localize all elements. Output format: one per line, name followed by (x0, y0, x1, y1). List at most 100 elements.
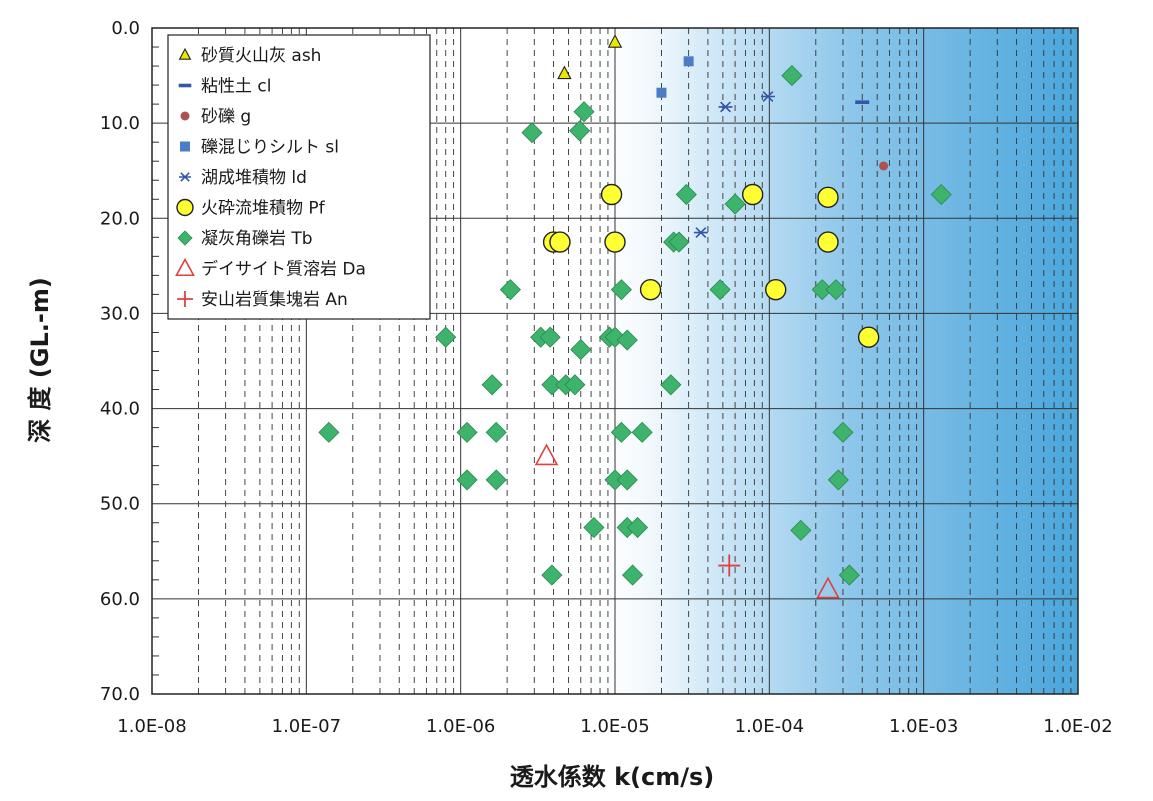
data-point (879, 161, 889, 171)
data-point (541, 564, 563, 586)
plot-border (151, 27, 1079, 695)
data-point (668, 231, 690, 253)
data-points (318, 34, 952, 599)
data-point (626, 516, 649, 539)
y-tick-label: 0.0 (111, 18, 140, 39)
data-point (318, 421, 340, 443)
data-point (838, 564, 860, 586)
data-point (534, 443, 559, 466)
data-point (485, 421, 507, 443)
data-point (456, 421, 478, 443)
y-tick-label: 20.0 (100, 208, 140, 229)
legend-marker (178, 47, 192, 60)
x-tick-label: 1.0E-02 (1043, 716, 1112, 737)
data-point (656, 87, 667, 98)
legend: 砂質火山灰 ash 粘性土 cl 砂礫 g 礫混じりシルト sl 湖成堆積物 ld 火砕流… (167, 34, 431, 320)
data-point (765, 278, 787, 301)
data-point (724, 193, 746, 215)
data-point (631, 421, 653, 443)
legend-marker (178, 83, 192, 88)
y-tick-label: 30.0 (100, 303, 140, 324)
legend-marker (180, 141, 190, 152)
legend-label: 安山岩質集塊岩 An (201, 290, 348, 310)
data-point (564, 374, 586, 396)
data-point (549, 231, 571, 253)
data-point (541, 374, 563, 396)
data-point (569, 120, 591, 142)
y-tick-label: 40.0 (100, 399, 140, 420)
legend-marker (176, 198, 194, 217)
data-point (485, 469, 507, 491)
legend-marker (177, 291, 193, 307)
x-tick-label: 1.0E-05 (580, 716, 649, 737)
y-axis-title: 深 度 (GL.-m) (26, 277, 54, 443)
legend-label: 砂質火山灰 ash (201, 46, 321, 66)
data-point (660, 374, 682, 396)
data-point (817, 186, 839, 209)
data-point (760, 91, 775, 102)
data-point (521, 122, 543, 144)
data-point (693, 227, 708, 239)
legend-label: 凝灰角礫岩 Tb (201, 229, 313, 249)
data-point (610, 279, 632, 301)
legend-label: 火砕流堆積物 Pf (201, 199, 326, 219)
data-point (616, 329, 638, 351)
legend-marker (179, 172, 191, 182)
data-point (675, 183, 697, 206)
data-point (718, 554, 741, 577)
data-point (456, 469, 478, 491)
x-tick-labels: 1.0E-08 1.0E-07 1.0E-06 1.0E-05 1.0E-04 1.0E-… (117, 716, 1112, 737)
legend-label: 礫混じりシルト sl (201, 138, 339, 158)
data-point (557, 65, 572, 80)
legend-label: 湖成堆積物 ld (201, 168, 307, 188)
data-point (827, 469, 849, 491)
legend-label: 砂礫 g (201, 107, 251, 127)
data-point (600, 183, 623, 206)
data-point (790, 519, 812, 541)
data-point (817, 231, 839, 253)
data-point (781, 65, 803, 87)
data-point (435, 326, 457, 348)
legend-label: 粘性土 cl (201, 77, 271, 97)
legend-box (167, 34, 431, 320)
x-tick-label: 1.0E-06 (426, 716, 495, 737)
y-tick-label: 50.0 (100, 494, 140, 515)
data-point (539, 326, 561, 348)
data-point (622, 564, 644, 586)
data-point (825, 279, 847, 301)
legend-marker (180, 111, 190, 121)
y-tick-label: 60.0 (100, 589, 140, 610)
data-point (610, 421, 632, 443)
data-point (741, 183, 764, 206)
data-point (481, 374, 503, 396)
data-point (718, 101, 733, 113)
x-tick-label: 1.0E-03 (889, 716, 958, 737)
legend-marker (175, 257, 195, 277)
data-point (683, 56, 694, 67)
y-tick-labels: 0.0 10.0 20.0 30.0 40.0 50.0 60.0 70.0 (100, 18, 140, 705)
y-tick-label: 10.0 (100, 113, 140, 134)
data-point (857, 326, 880, 348)
data-point (855, 100, 870, 105)
data-point (583, 516, 605, 539)
data-point (639, 278, 662, 301)
y-tick-label: 70.0 (100, 684, 140, 705)
data-point (930, 183, 952, 206)
data-point (604, 231, 626, 253)
x-tick-label: 1.0E-08 (117, 716, 186, 737)
data-point (570, 339, 592, 361)
data-point (616, 469, 638, 491)
data-point (709, 279, 731, 301)
permeability-shading (575, 28, 1078, 694)
data-point (607, 34, 623, 48)
legend-label: デイサイト質溶岩 Da (201, 259, 366, 280)
data-point (573, 101, 595, 123)
x-tick-label: 1.0E-04 (735, 716, 804, 737)
legend-marker (177, 230, 193, 246)
data-point (832, 421, 854, 443)
x-axis-title: 透水係数 k(cm/s) (510, 763, 715, 791)
data-point (499, 279, 521, 301)
data-point (816, 576, 840, 599)
x-tick-label: 1.0E-07 (272, 716, 341, 737)
